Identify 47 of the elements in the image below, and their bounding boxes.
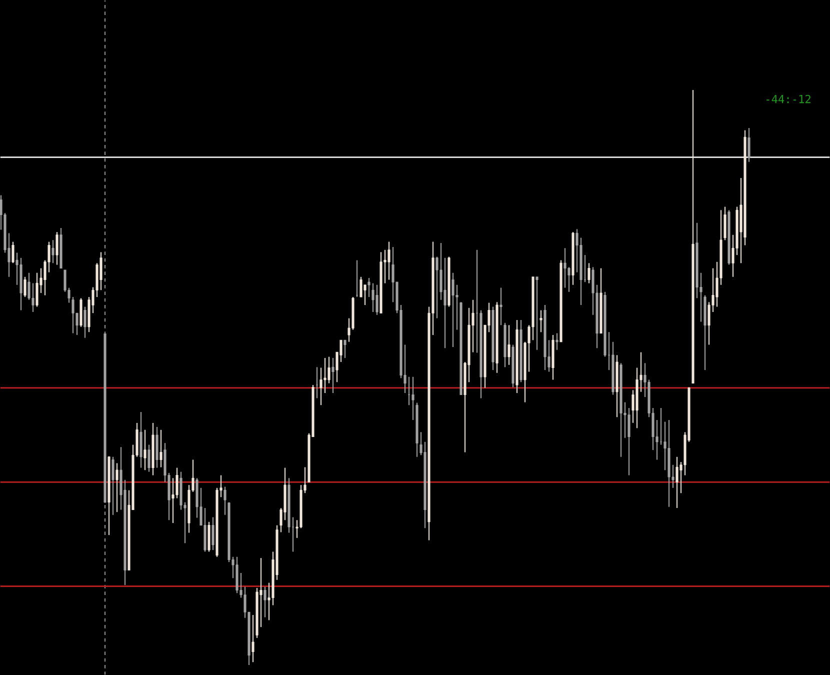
candlestick	[144, 429, 146, 471]
candlestick	[148, 444, 150, 472]
candlestick	[56, 232, 58, 266]
candlestick	[372, 282, 374, 312]
candlestick	[376, 284, 378, 316]
candlestick	[564, 248, 566, 288]
candlestick	[540, 310, 542, 333]
candlestick	[568, 266, 570, 292]
candlestick	[676, 456, 678, 509]
candlestick	[628, 407, 630, 476]
candlestick	[452, 272, 454, 348]
candlestick	[360, 276, 362, 298]
candlestick	[724, 206, 726, 241]
candlestick	[332, 357, 334, 394]
candlestick	[36, 272, 38, 308]
text: -44:-12	[766, 94, 810, 104]
candlestick	[100, 252, 102, 291]
candlestick	[12, 241, 14, 264]
candlestick	[176, 467, 178, 499]
candlestick	[84, 306, 86, 338]
candlestick	[32, 282, 34, 312]
candlestick	[160, 429, 162, 468]
candlestick	[412, 376, 414, 421]
candlestick	[24, 276, 26, 298]
candlestick	[508, 324, 510, 366]
candlestick	[388, 241, 390, 280]
candlestick	[52, 240, 54, 264]
candlestick	[748, 127, 750, 162]
candlestick	[324, 357, 326, 394]
candlestick	[536, 276, 538, 350]
candlestick	[264, 586, 266, 618]
candlestick	[368, 278, 370, 298]
candlestick	[116, 462, 118, 513]
candlestick	[212, 516, 214, 550]
candlestick	[320, 367, 322, 406]
candlestick	[172, 478, 174, 524]
candlestick	[72, 296, 74, 334]
candlestick	[444, 257, 446, 349]
candlestick	[436, 256, 438, 319]
candlestick	[224, 486, 226, 516]
candlestick	[252, 614, 254, 663]
candlestick	[328, 356, 330, 384]
candlestick	[500, 287, 502, 326]
candlestick	[556, 332, 558, 350]
candlestick	[112, 456, 114, 516]
candlestick	[344, 340, 346, 358]
candlestick	[588, 262, 590, 284]
